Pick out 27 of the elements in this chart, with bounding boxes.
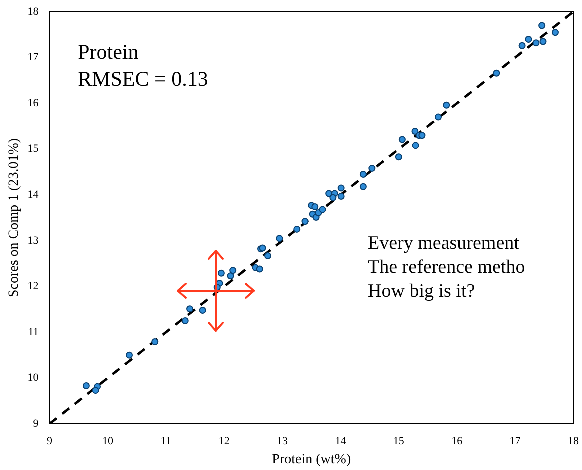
y-tick-label: 18 bbox=[28, 6, 40, 18]
y-tick-label: 10 bbox=[28, 372, 40, 384]
x-axis-title: Protein (wt%) bbox=[272, 452, 352, 468]
annotation: Every measurement bbox=[368, 232, 520, 256]
y-tick-label: 11 bbox=[28, 326, 39, 338]
y-tick-label: 16 bbox=[28, 97, 40, 110]
x-tick-label: 15 bbox=[393, 435, 405, 448]
annotation: How big is it? bbox=[368, 280, 476, 304]
annotation: RMSEC = 0.13 bbox=[78, 66, 208, 93]
y-tick-label: 17 bbox=[28, 52, 40, 64]
y-tick-label: 15 bbox=[28, 143, 40, 156]
x-tick-label: 14 bbox=[335, 435, 347, 448]
x-tick-label: 18 bbox=[568, 435, 580, 448]
y-tick-label: 14 bbox=[28, 189, 40, 201]
x-tick-label: 12 bbox=[218, 435, 230, 448]
x-tick-label: 10 bbox=[102, 435, 114, 448]
x-tick-label: 17 bbox=[510, 435, 522, 448]
x-tick-label: 11 bbox=[160, 435, 172, 448]
y-tick-label: 9 bbox=[33, 418, 40, 430]
y-tick-label: 12 bbox=[28, 280, 39, 293]
y-axis-title: Scores on Comp 1 (23.01%) bbox=[7, 138, 22, 298]
x-tick-label: 13 bbox=[277, 435, 289, 448]
x-tick-label: 9 bbox=[47, 435, 54, 448]
annotation: Protein bbox=[78, 38, 140, 66]
x-tick-label: 16 bbox=[452, 435, 464, 448]
y-tick-label: 13 bbox=[28, 234, 40, 247]
annotation: The reference metho bbox=[368, 256, 526, 280]
